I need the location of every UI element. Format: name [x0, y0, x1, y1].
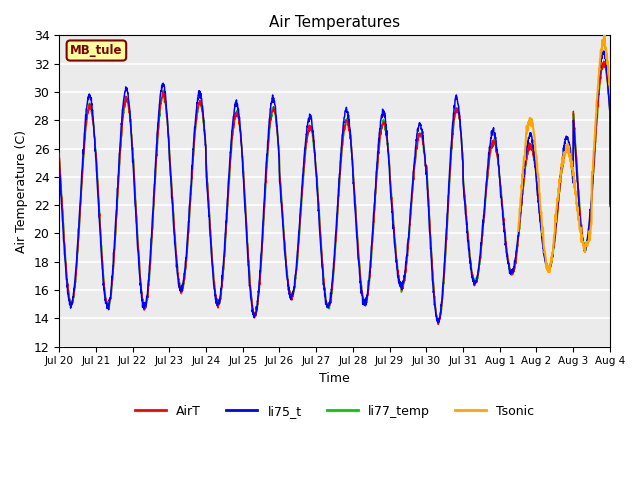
Legend: AirT, li75_t, li77_temp, Tsonic: AirT, li75_t, li77_temp, Tsonic	[130, 400, 539, 423]
Y-axis label: Air Temperature (C): Air Temperature (C)	[15, 130, 28, 252]
Text: MB_tule: MB_tule	[70, 44, 123, 57]
X-axis label: Time: Time	[319, 372, 350, 385]
Title: Air Temperatures: Air Temperatures	[269, 15, 400, 30]
